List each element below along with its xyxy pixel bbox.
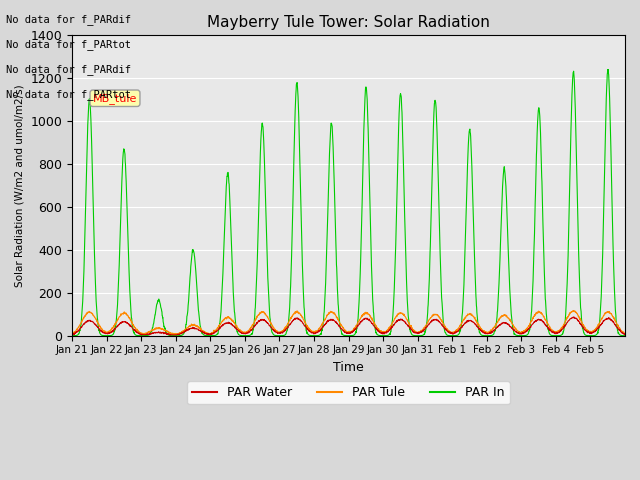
PAR Water (614, 325, 621, 331)
PAR In (124, 217, 131, 223)
PAR In (614, 328, 621, 334)
PAR In (621, 333, 629, 338)
PAR In (68, 333, 76, 338)
PAR In (604, 67, 612, 72)
PAR Water (166, 332, 174, 338)
PAR Tule (515, 329, 523, 335)
Line: PAR Tule: PAR Tule (72, 311, 625, 335)
PAR Tule (243, 329, 251, 335)
PAR Water (621, 331, 629, 336)
PAR Water (124, 320, 131, 325)
X-axis label: Time: Time (333, 361, 364, 374)
PAR In (243, 333, 251, 338)
PAR In (382, 333, 390, 338)
PAR Water (68, 331, 76, 337)
Legend: PAR Water, PAR Tule, PAR In: PAR Water, PAR Tule, PAR In (188, 382, 510, 405)
PAR Tule (68, 330, 76, 336)
PAR Water (382, 330, 390, 336)
PAR Water (243, 330, 251, 336)
PAR Tule (382, 328, 390, 334)
Title: Mayberry Tule Tower: Solar Radiation: Mayberry Tule Tower: Solar Radiation (207, 15, 490, 30)
PAR Tule (614, 323, 621, 328)
Text: No data for f_PARdif: No data for f_PARdif (6, 64, 131, 75)
PAR Water (547, 328, 554, 334)
PAR Water (515, 330, 523, 336)
PAR In (172, 333, 179, 338)
PAR In (515, 333, 523, 338)
PAR Tule (570, 308, 577, 313)
Text: No data for f_PARtot: No data for f_PARtot (6, 39, 131, 50)
Text: No data for f_PARdif: No data for f_PARdif (6, 14, 131, 25)
Text: No data for f_PARtot: No data for f_PARtot (6, 89, 131, 100)
Text: MB_tule: MB_tule (93, 93, 137, 104)
Line: PAR Water: PAR Water (72, 317, 625, 335)
PAR Water (570, 314, 577, 320)
Line: PAR In: PAR In (72, 70, 625, 336)
PAR Tule (124, 312, 131, 318)
Y-axis label: Solar Radiation (W/m2 and umol/m2/s): Solar Radiation (W/m2 and umol/m2/s) (15, 84, 25, 287)
PAR Tule (174, 332, 182, 338)
PAR Tule (547, 325, 554, 331)
PAR Tule (621, 331, 629, 336)
PAR In (547, 332, 554, 337)
